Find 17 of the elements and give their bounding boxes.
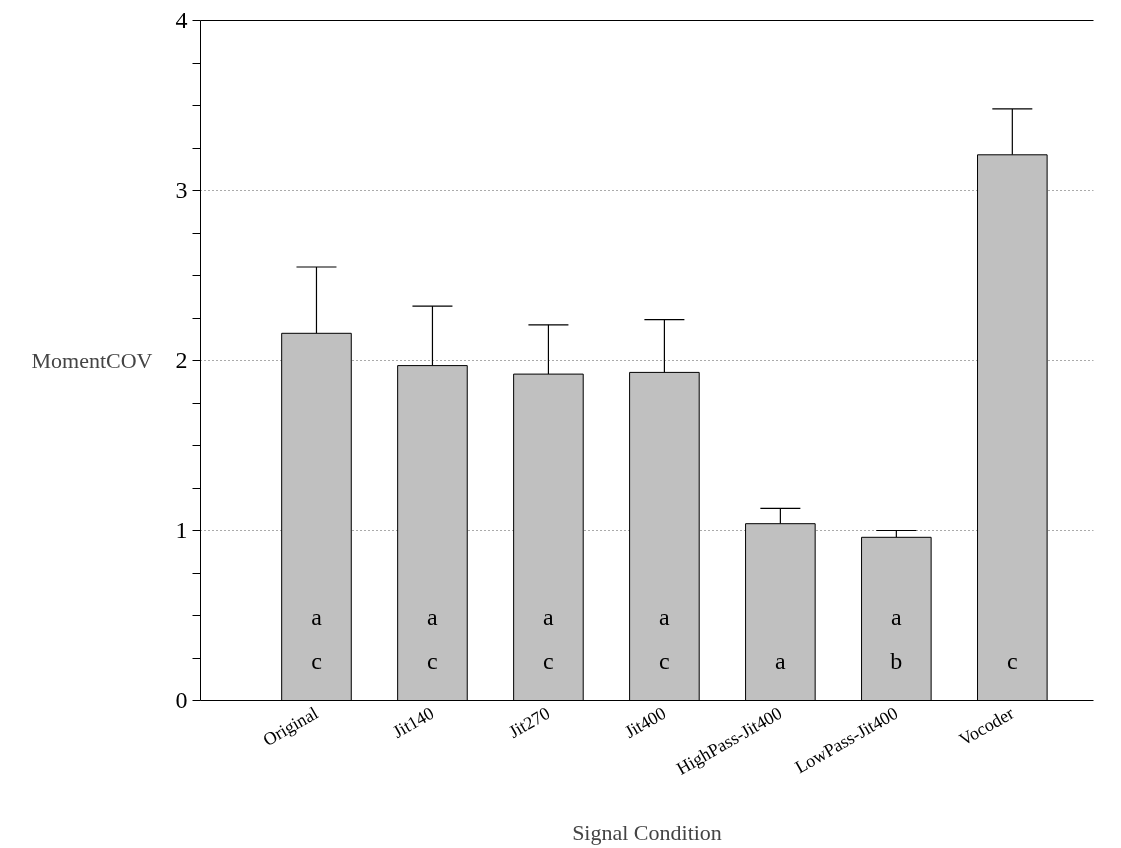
annotation: a c bbox=[427, 604, 439, 675]
x-tick-label: Jit140 bbox=[389, 702, 438, 743]
y-tick-label: 2 bbox=[175, 347, 188, 373]
y-axis-title: MomentCOV bbox=[31, 348, 153, 373]
annotation: a c bbox=[311, 604, 323, 675]
y-tick-label: 4 bbox=[175, 7, 188, 33]
y-tick-label: 0 bbox=[175, 687, 188, 713]
x-axis-title: Signal Condition bbox=[572, 820, 722, 846]
annotation: c bbox=[1006, 648, 1018, 675]
x-tick-label: Jit400 bbox=[621, 702, 670, 743]
annotation: a c bbox=[659, 604, 671, 675]
y-tick-label: 3 bbox=[175, 177, 188, 203]
annotation: a bbox=[775, 648, 787, 675]
y-tick-label: 1 bbox=[175, 517, 188, 543]
annotation: a b bbox=[890, 604, 903, 675]
annotation: a c bbox=[543, 604, 555, 675]
x-tick-label: Jit270 bbox=[505, 702, 554, 743]
